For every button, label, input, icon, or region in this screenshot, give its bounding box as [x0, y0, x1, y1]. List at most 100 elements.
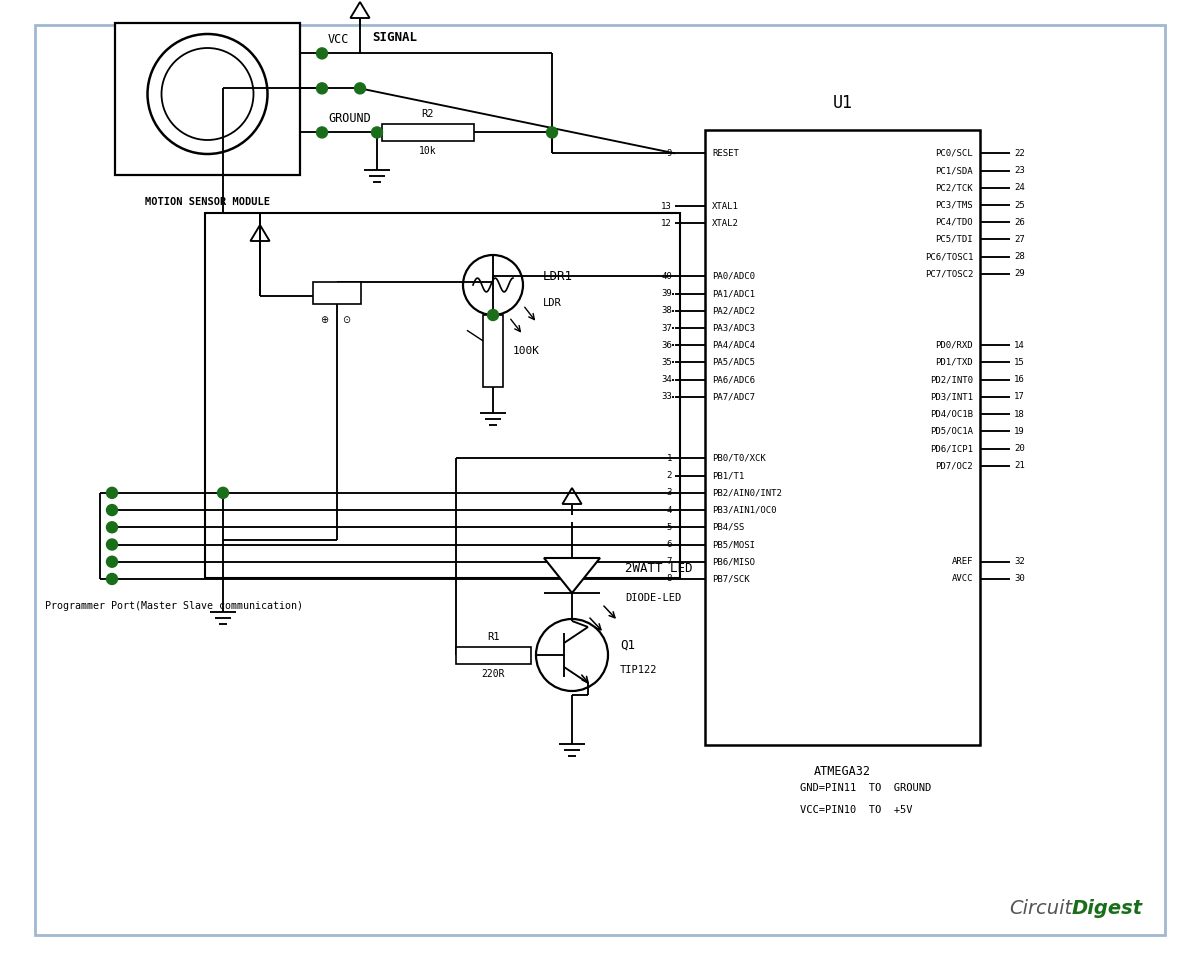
Text: 9: 9 — [667, 149, 672, 157]
Text: PD3/INT1: PD3/INT1 — [930, 393, 973, 401]
Circle shape — [107, 556, 118, 567]
Text: PB3/AIN1/OC0: PB3/AIN1/OC0 — [712, 506, 776, 515]
Text: 8: 8 — [667, 574, 672, 584]
Text: 4: 4 — [667, 506, 672, 515]
Text: PD6/ICP1: PD6/ICP1 — [930, 444, 973, 453]
Text: 1.0: 1.0 — [329, 289, 346, 298]
Text: LDR1: LDR1 — [542, 271, 574, 283]
Text: 2WATT LED: 2WATT LED — [625, 562, 692, 574]
Circle shape — [546, 127, 558, 138]
Text: ⊙: ⊙ — [342, 315, 350, 325]
Text: 5: 5 — [667, 523, 672, 532]
Text: PA3/ADC3: PA3/ADC3 — [712, 324, 755, 332]
Text: ⊕: ⊕ — [320, 315, 328, 325]
Text: PB5/MOSI: PB5/MOSI — [712, 540, 755, 549]
Text: PA7/ADC7: PA7/ADC7 — [712, 393, 755, 401]
Bar — [382, 124, 474, 141]
Bar — [313, 282, 361, 304]
Text: AVCC: AVCC — [952, 574, 973, 584]
Text: 30: 30 — [1014, 574, 1025, 584]
Text: PD0/RXD: PD0/RXD — [935, 341, 973, 349]
Bar — [205, 213, 680, 578]
Text: 18: 18 — [1014, 410, 1025, 419]
Text: 38: 38 — [661, 306, 672, 315]
Text: 10k: 10k — [419, 147, 437, 156]
Text: PB0/T0/XCK: PB0/T0/XCK — [712, 454, 766, 463]
Text: PB4/SS: PB4/SS — [712, 523, 744, 532]
Text: 35: 35 — [661, 358, 672, 367]
Text: PB1/T1: PB1/T1 — [712, 471, 744, 480]
Text: 37: 37 — [661, 324, 672, 332]
Text: XTAL2: XTAL2 — [712, 219, 739, 228]
Text: R2: R2 — [421, 109, 434, 119]
Text: XTAL1: XTAL1 — [712, 202, 739, 211]
Text: LDR: LDR — [542, 298, 562, 308]
Bar — [482, 315, 503, 387]
Text: 27: 27 — [1014, 235, 1025, 244]
Text: 2: 2 — [667, 471, 672, 480]
Text: Programmer Port(Master Slave communication): Programmer Port(Master Slave communicati… — [46, 601, 302, 611]
Text: PC3/TMS: PC3/TMS — [935, 201, 973, 209]
Text: PA5/ADC5: PA5/ADC5 — [712, 358, 755, 367]
Text: 14: 14 — [1014, 341, 1025, 349]
Text: VCC: VCC — [328, 34, 349, 46]
Circle shape — [107, 505, 118, 516]
Text: 26: 26 — [1014, 218, 1025, 227]
Text: Q1: Q1 — [620, 638, 635, 652]
Text: 24: 24 — [1014, 183, 1025, 192]
Polygon shape — [544, 558, 600, 593]
Circle shape — [317, 48, 328, 59]
Circle shape — [487, 309, 498, 321]
Text: PD7/OC2: PD7/OC2 — [935, 462, 973, 470]
Text: AREF: AREF — [952, 557, 973, 566]
Text: PD1/TXD: PD1/TXD — [935, 358, 973, 367]
Text: 25: 25 — [1014, 201, 1025, 209]
Text: 40: 40 — [661, 272, 672, 281]
Text: 7: 7 — [667, 557, 672, 566]
Text: 39: 39 — [661, 289, 672, 299]
Text: VCC=PIN10  TO  +5V: VCC=PIN10 TO +5V — [800, 805, 912, 815]
Text: 23: 23 — [1014, 166, 1025, 175]
Text: GROUND: GROUND — [328, 112, 371, 126]
Text: PA4/ADC4: PA4/ADC4 — [712, 341, 755, 349]
Circle shape — [317, 83, 328, 94]
Text: 36: 36 — [661, 341, 672, 349]
Text: U1: U1 — [833, 94, 852, 112]
Text: PD4/OC1B: PD4/OC1B — [930, 410, 973, 419]
Text: PA1/ADC1: PA1/ADC1 — [712, 289, 755, 299]
Text: PA2/ADC2: PA2/ADC2 — [712, 306, 755, 315]
Text: TIP122: TIP122 — [620, 665, 658, 675]
Text: SIGNAL: SIGNAL — [372, 32, 418, 44]
Bar — [115, 23, 300, 175]
Text: PB7/SCK: PB7/SCK — [712, 574, 750, 584]
Text: RESET: RESET — [712, 149, 739, 157]
Text: PB2/AIN0/INT2: PB2/AIN0/INT2 — [712, 489, 782, 497]
Text: 33: 33 — [661, 393, 672, 401]
Text: 20: 20 — [1014, 444, 1025, 453]
Text: 21: 21 — [1014, 462, 1025, 470]
Circle shape — [107, 522, 118, 533]
Text: PC1/SDA: PC1/SDA — [935, 166, 973, 175]
Circle shape — [354, 83, 366, 94]
Text: R1: R1 — [487, 632, 499, 642]
Circle shape — [317, 127, 328, 138]
Text: PC5/TDI: PC5/TDI — [935, 235, 973, 244]
Text: ATMEGA32: ATMEGA32 — [814, 765, 871, 778]
Text: Digest: Digest — [1072, 899, 1144, 918]
Text: PC2/TCK: PC2/TCK — [935, 183, 973, 192]
Text: GND=PIN11  TO  GROUND: GND=PIN11 TO GROUND — [800, 783, 931, 793]
Circle shape — [107, 573, 118, 585]
Text: 28: 28 — [1014, 252, 1025, 261]
Text: DIODE-LED: DIODE-LED — [625, 593, 682, 603]
Circle shape — [107, 539, 118, 550]
Text: PD5/OC1A: PD5/OC1A — [930, 427, 973, 436]
Text: 22: 22 — [1014, 149, 1025, 157]
Text: 34: 34 — [661, 375, 672, 384]
Text: 220R: 220R — [481, 669, 505, 679]
Text: 19: 19 — [1014, 427, 1025, 436]
Bar — [456, 646, 530, 663]
Text: PB6/MISO: PB6/MISO — [712, 557, 755, 566]
Text: Circuit: Circuit — [1009, 899, 1072, 918]
Text: 17: 17 — [1014, 393, 1025, 401]
Text: 1: 1 — [667, 454, 672, 463]
